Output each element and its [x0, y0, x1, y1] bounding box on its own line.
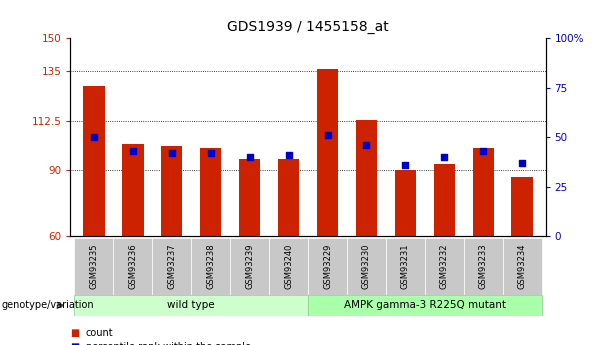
Text: GSM93234: GSM93234 [518, 244, 527, 289]
Bar [425, 238, 464, 295]
Bar [473, 148, 494, 236]
Bar [308, 295, 542, 316]
Point [284, 152, 294, 158]
Text: GSM93236: GSM93236 [128, 244, 137, 289]
Bar [200, 148, 221, 236]
Bar [511, 177, 533, 236]
Point [245, 154, 254, 160]
Point [478, 148, 488, 154]
Text: wild type: wild type [167, 300, 215, 310]
Bar [503, 238, 542, 295]
Bar [386, 238, 425, 295]
Title: GDS1939 / 1455158_at: GDS1939 / 1455158_at [227, 20, 389, 34]
Point [517, 160, 527, 166]
Text: GSM93235: GSM93235 [89, 244, 98, 289]
Text: percentile rank within the sample: percentile rank within the sample [86, 342, 251, 345]
Bar [269, 238, 308, 295]
Bar [347, 238, 386, 295]
Point [89, 135, 99, 140]
Text: ■: ■ [70, 328, 80, 338]
Point [322, 132, 332, 138]
Bar [74, 295, 308, 316]
Text: GSM93240: GSM93240 [284, 244, 293, 289]
Text: GSM93232: GSM93232 [440, 244, 449, 289]
Bar [317, 69, 338, 236]
Bar [464, 238, 503, 295]
Bar [356, 119, 377, 236]
Text: GSM93233: GSM93233 [479, 244, 488, 289]
Point [206, 150, 216, 156]
Text: GSM93238: GSM93238 [206, 244, 215, 289]
Bar [239, 159, 261, 236]
Text: GSM93229: GSM93229 [323, 244, 332, 289]
Point [400, 162, 410, 168]
Bar [83, 87, 105, 236]
Bar [152, 238, 191, 295]
Bar [308, 238, 347, 295]
Text: GSM93239: GSM93239 [245, 244, 254, 289]
Bar [395, 170, 416, 236]
Bar [74, 238, 113, 295]
Point [167, 150, 177, 156]
Point [362, 142, 371, 148]
Text: AMPK gamma-3 R225Q mutant: AMPK gamma-3 R225Q mutant [344, 300, 506, 310]
Text: GSM93231: GSM93231 [401, 244, 410, 289]
Bar [230, 238, 269, 295]
Text: genotype/variation: genotype/variation [2, 300, 94, 310]
Bar [113, 238, 152, 295]
Bar [191, 238, 230, 295]
Text: ■: ■ [70, 342, 80, 345]
Bar [278, 159, 299, 236]
Bar [161, 146, 183, 236]
Point [440, 154, 449, 160]
Bar [433, 164, 455, 236]
Text: count: count [86, 328, 113, 338]
Point [128, 148, 138, 154]
Text: GSM93237: GSM93237 [167, 244, 177, 289]
Bar [122, 144, 143, 236]
Text: GSM93230: GSM93230 [362, 244, 371, 289]
